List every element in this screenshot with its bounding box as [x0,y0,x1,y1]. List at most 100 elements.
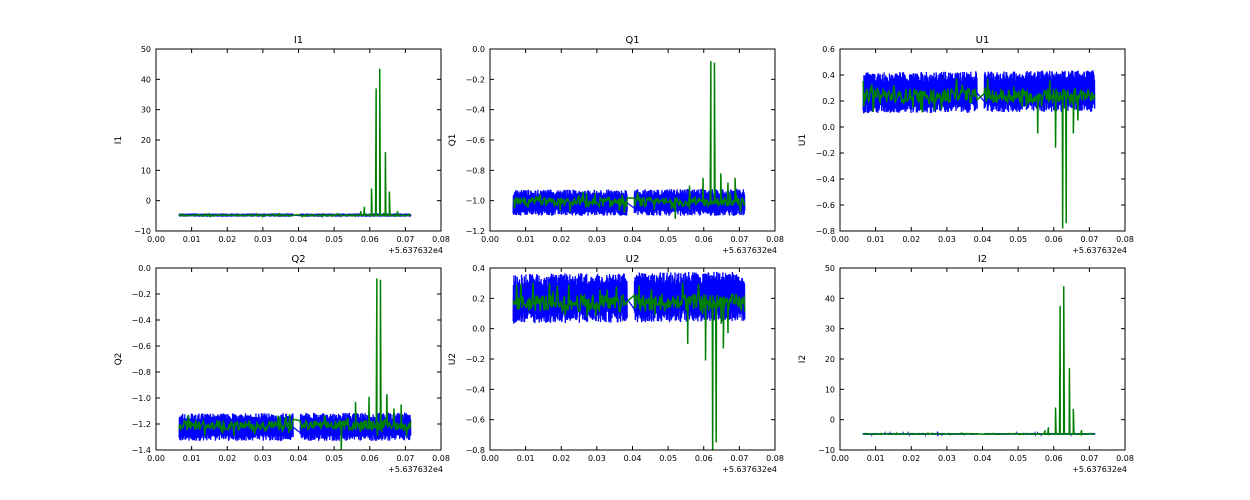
x-tick-label: 0.07 [730,235,748,244]
x-offset-label: +5.637632e4 [1072,246,1127,255]
series-blue-segment-1 [178,413,294,441]
y-tick-label: 0.0 [822,123,835,132]
x-tick-label: 0.08 [766,235,784,244]
series-green [178,68,411,219]
y-tick-label: −0.8 [466,166,485,175]
y-axis-label: I2 [798,355,808,363]
y-tick-label: 0 [830,416,835,425]
x-tick-label: 0.03 [588,454,606,463]
series-green [178,278,412,450]
subplot-u1: 0.00 0.01 0.02 0.03 0.04 0.05 0.06 0.07 0.08 −0.8… [798,35,1134,255]
x-tick-label: 0.01 [183,454,201,463]
x-tick-label: 0.08 [1116,454,1134,463]
x-tick-label: 0.05 [1009,454,1027,463]
y-tick-label: −0.4 [466,106,485,115]
y-tick-label: −0.2 [466,75,485,84]
plot-area [862,286,1096,438]
x-tick-label: 0.02 [552,454,570,463]
y-tick-label: 40 [141,75,151,84]
x-offset-label: +5.637632e4 [722,465,777,474]
x-tick-label: 0.06 [361,235,379,244]
x-tick-label: 0.00 [831,235,849,244]
x-tick-label: 0.01 [517,454,535,463]
y-tick-label: −0.2 [466,355,485,364]
y-tick-label: 0.4 [472,264,485,273]
series-green [862,286,1096,437]
x-tick-label: 0.04 [624,235,642,244]
plot-area [178,278,412,450]
x-offset-label: +5.637632e4 [722,246,777,255]
subplot-q2: 0.00 0.01 0.02 0.03 0.04 0.05 0.06 0.07 0.08 −1.4… [114,254,450,474]
x-tick-label: 0.02 [552,235,570,244]
series-green [862,78,1096,229]
y-tick-label: −0.8 [466,446,485,455]
y-tick-label: −1.2 [466,227,485,236]
x-tick-label: 0.03 [938,454,956,463]
series-blue-gap-line [626,202,635,209]
subplot-title: U1 [976,35,990,46]
y-tick-label: −0.2 [132,290,151,299]
subplot-title: I1 [294,35,303,46]
x-tick-label: 0.08 [432,454,450,463]
axes-frame [155,48,442,232]
x-tick-label: 0.00 [147,454,165,463]
y-tick-label: 10 [825,385,835,394]
y-tick-label: −10 [818,446,835,455]
y-tick-label: 20 [141,136,151,145]
y-tick-label: −10 [134,227,151,236]
x-tick-label: 0.00 [831,454,849,463]
y-tick-label: −0.8 [816,227,835,236]
series-blue-segment-2 [633,188,746,216]
y-tick-label: 40 [825,294,835,303]
x-tick-label: 0.00 [481,454,499,463]
x-tick-label: 0.01 [867,235,885,244]
x-tick-label: 0.04 [290,454,308,463]
subplot-title: Q1 [625,35,639,46]
plot-area [512,61,746,219]
y-tick-label: −0.6 [816,201,835,210]
y-tick-label: 0.2 [472,294,485,303]
y-tick-label: 20 [825,355,835,364]
x-tick-label: 0.02 [218,454,236,463]
x-tick-label: 0.08 [766,454,784,463]
x-tick-label: 0.00 [481,235,499,244]
x-tick-label: 0.05 [659,454,677,463]
subplot-i2: 0.00 0.01 0.02 0.03 0.04 0.05 0.06 0.07 0.08 −10 0… [798,254,1134,474]
x-tick-label: 0.07 [1080,454,1098,463]
x-tick-label: 0.06 [361,454,379,463]
x-tick-label: 0.03 [588,235,606,244]
x-tick-label: 0.03 [254,454,272,463]
x-tick-label: 0.06 [1045,235,1063,244]
y-tick-label: 0 [146,197,151,206]
y-tick-label: −1.2 [132,420,151,429]
y-axis-label: I1 [114,136,124,144]
series-blue-segment-1 [512,273,628,324]
x-tick-label: 0.04 [624,454,642,463]
x-tick-label: 0.06 [695,235,713,244]
series-blue-segment-1 [512,189,628,216]
y-tick-label: 30 [141,106,151,115]
x-offset-label: +5.637632e4 [388,246,443,255]
x-tick-label: 0.05 [325,235,343,244]
x-tick-label: 0.04 [974,454,992,463]
y-tick-label: −0.8 [132,368,151,377]
y-tick-label: 30 [825,325,835,334]
x-tick-label: 0.02 [902,235,920,244]
subplot-i1: 0.00 0.01 0.02 0.03 0.04 0.05 0.06 0.07 0.08 −10 0… [114,35,450,255]
x-tick-label: 0.05 [1009,235,1027,244]
x-tick-label: 0.01 [517,235,535,244]
y-tick-label: 50 [825,264,835,273]
y-tick-label: −0.6 [466,136,485,145]
x-tick-label: 0.02 [218,235,236,244]
y-tick-label: 0.2 [822,97,835,106]
y-tick-label: −0.4 [466,385,485,394]
x-tick-label: 0.06 [695,454,713,463]
subplot-u2: 0.00 0.01 0.02 0.03 0.04 0.05 0.06 0.07 0.08 −0.8… [448,254,784,474]
y-tick-label: −1.0 [132,394,151,403]
x-offset-label: +5.637632e4 [388,465,443,474]
x-tick-label: 0.07 [396,454,414,463]
axes-frame [839,267,1126,451]
x-offset-label: +5.637632e4 [1072,465,1127,474]
plot-area [178,68,412,219]
